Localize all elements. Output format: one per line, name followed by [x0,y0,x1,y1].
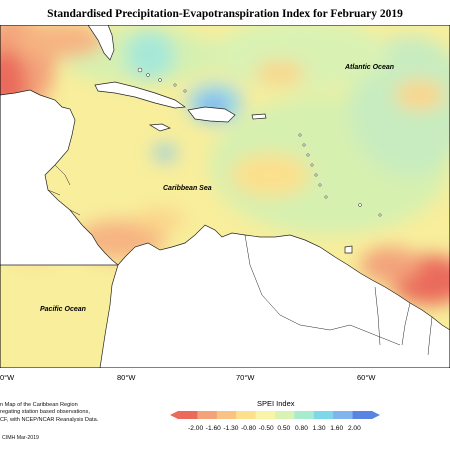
legend-arrow-left [170,411,178,419]
spei-map [0,25,450,368]
map-notes: n Map of the Caribbean Region regating s… [0,402,98,424]
legend-swatch [255,411,276,419]
legend-tick-label: -0.80 [241,425,257,432]
legend-tick-label: 2.00 [347,425,361,432]
legend-swatch [275,411,295,419]
legend-tick-label: 1.30 [312,425,326,432]
legend-swatch [236,411,257,419]
legend-swatch [197,411,218,419]
legend-title: SPEI Index [257,399,295,408]
label-caribbean-sea: Caribbean Sea [163,185,212,192]
legend-tick-label: -1.30 [223,425,239,432]
legend-arrow-right [372,411,380,419]
legend-tick-label: -2.00 [188,425,204,432]
note-line: regating station based observations, [0,409,90,416]
note-line: CF, with NCEP/NCAR Reanalysis Data. [0,416,99,423]
borders [47,164,433,356]
legend-swatch [294,411,315,419]
legend-colorbar [170,411,380,419]
legend-tick-label: -0.50 [258,425,274,432]
legend-swatch [178,411,198,419]
lon-tick-3: 60°W [357,373,376,382]
lon-tick-1: 80°W [117,373,136,382]
legend-tick-label: -1.60 [205,425,221,432]
legend-swatch [352,411,373,419]
small-islands [137,67,382,217]
label-pacific-ocean: Pacific Ocean [40,306,86,313]
legend-swatch [216,411,237,419]
legend-tick-label: 0.50 [277,425,291,432]
map-title: Standardised Precipitation-Evapotranspir… [47,8,403,20]
legend-swatch [313,411,334,419]
legend-swatch [333,411,354,419]
legend-tick-label: 1.60 [330,425,344,432]
lon-tick-0: 0°W [0,373,15,382]
label-atlantic-ocean: Atlantic Ocean [345,64,395,71]
land [0,25,450,368]
legend-tick-label: 0.80 [295,425,308,432]
note-line: n Map of the Caribbean Region [0,402,78,408]
credit: CIMH Mar-2019 [2,435,39,441]
lon-tick-2: 70°W [236,373,255,382]
